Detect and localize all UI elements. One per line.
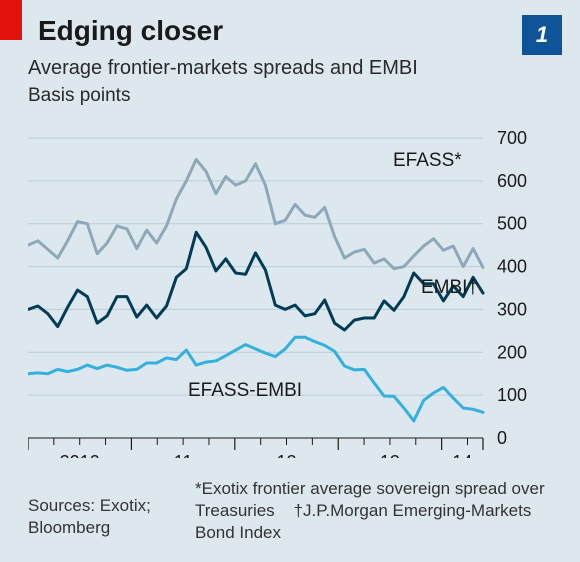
series-label: EFASS-EMBI [188, 380, 302, 401]
figure-number-badge: 1 [522, 15, 562, 55]
x-tick-label: 11 [174, 452, 193, 458]
chart-area: 0 100 200 300 400 500 600 700 EFASS* EMBI† EFASS-E… [28, 118, 558, 458]
y-tick-label: 300 [497, 299, 527, 319]
series-label: EMBI† [421, 277, 478, 298]
red-accent-tab [0, 0, 22, 40]
x-tick-label: 2010 [60, 452, 100, 458]
y-tick-label: 500 [497, 214, 527, 234]
series-label: EFASS* [393, 150, 462, 171]
x-tick-label: 13 [380, 452, 400, 458]
chart-title: Edging closer [38, 15, 223, 47]
footnotes: *Exotix frontier average sovereign sprea… [195, 478, 565, 544]
y-tick-label: 600 [497, 171, 527, 191]
y-tick-label: 0 [497, 428, 507, 448]
y-tick-label: 200 [497, 342, 527, 362]
sources: Sources: Exotix; Bloomberg [28, 495, 178, 539]
chart-unit: Basis points [28, 85, 130, 107]
x-tick-label: 14 [452, 452, 472, 458]
y-tick-label: 700 [497, 128, 527, 148]
y-tick-label: 400 [497, 257, 527, 277]
chart-subtitle: Average frontier-markets spreads and EMB… [28, 57, 418, 80]
y-tick-label: 100 [497, 385, 527, 405]
line-chart: 0 100 200 300 400 500 600 700 EFASS* EMBI† EFASS-E… [28, 118, 558, 458]
x-tick-label: 12 [277, 452, 297, 458]
